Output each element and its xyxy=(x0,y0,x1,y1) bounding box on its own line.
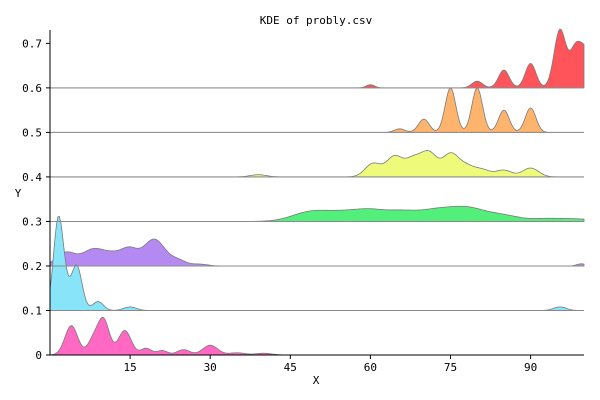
y-tick-label-1: 0.1 xyxy=(22,304,42,317)
x-axis-label: X xyxy=(313,374,320,387)
ridge-3 xyxy=(50,205,585,222)
ridges xyxy=(49,28,585,356)
x-tick-label-1: 30 xyxy=(204,361,217,374)
ridge-6 xyxy=(50,28,585,89)
ridge-2 xyxy=(49,238,585,267)
baselines xyxy=(50,87,584,356)
x-tick-label-5: 90 xyxy=(524,361,537,374)
x-tick-label-2: 45 xyxy=(284,361,297,374)
chart-title: KDE of probly.csv xyxy=(260,14,373,27)
y-tick-label-5: 0.5 xyxy=(22,126,42,139)
ridge-4 xyxy=(50,150,584,178)
ticks: 15 30 45 60 75 90 0 0.1 0.2 0.3 0.4 0.5 0.6 0.7 xyxy=(22,37,537,374)
y-tick-label-3: 0.3 xyxy=(22,215,42,228)
x-tick-label-3: 60 xyxy=(364,361,377,374)
y-tick-label-6: 0.6 xyxy=(22,82,42,95)
axes xyxy=(49,30,584,356)
y-axis-label: Y xyxy=(15,187,22,200)
y-tick-label-0: 0 xyxy=(35,349,42,362)
y-tick-label-7: 0.7 xyxy=(22,37,42,50)
y-tick-label-2: 0.2 xyxy=(22,260,42,273)
y-tick-label-4: 0.4 xyxy=(22,171,42,184)
x-tick-label-4: 75 xyxy=(444,361,457,374)
x-tick-label-0: 15 xyxy=(123,361,136,374)
ridge-5 xyxy=(50,87,584,133)
ridge-0 xyxy=(49,316,584,356)
